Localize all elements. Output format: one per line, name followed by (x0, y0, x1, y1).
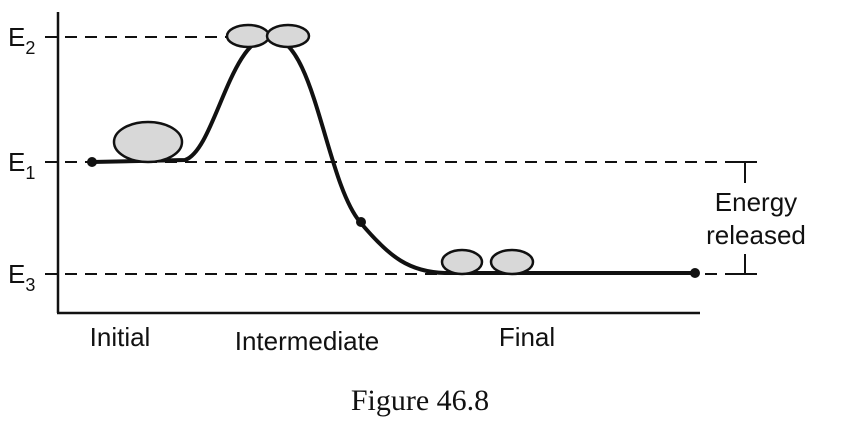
stage-label: Intermediate (235, 326, 380, 356)
molecule (265, 23, 311, 49)
point (87, 157, 97, 167)
level-label: E1 (8, 147, 35, 183)
point (356, 217, 366, 227)
molecule (440, 248, 484, 276)
stage-label: Initial (90, 322, 151, 352)
point (690, 268, 700, 278)
molecule (112, 120, 184, 164)
level-label: E2 (8, 22, 35, 58)
molecule (225, 23, 271, 49)
energy-curve (91, 34, 695, 275)
level-label: E3 (8, 259, 35, 295)
annotation: released (706, 220, 806, 250)
annotation: Energy (715, 187, 797, 217)
stage-label: Final (499, 322, 555, 352)
caption: Figure 46.8 (351, 384, 489, 417)
energy-bracket (733, 161, 757, 275)
molecule (489, 248, 535, 276)
